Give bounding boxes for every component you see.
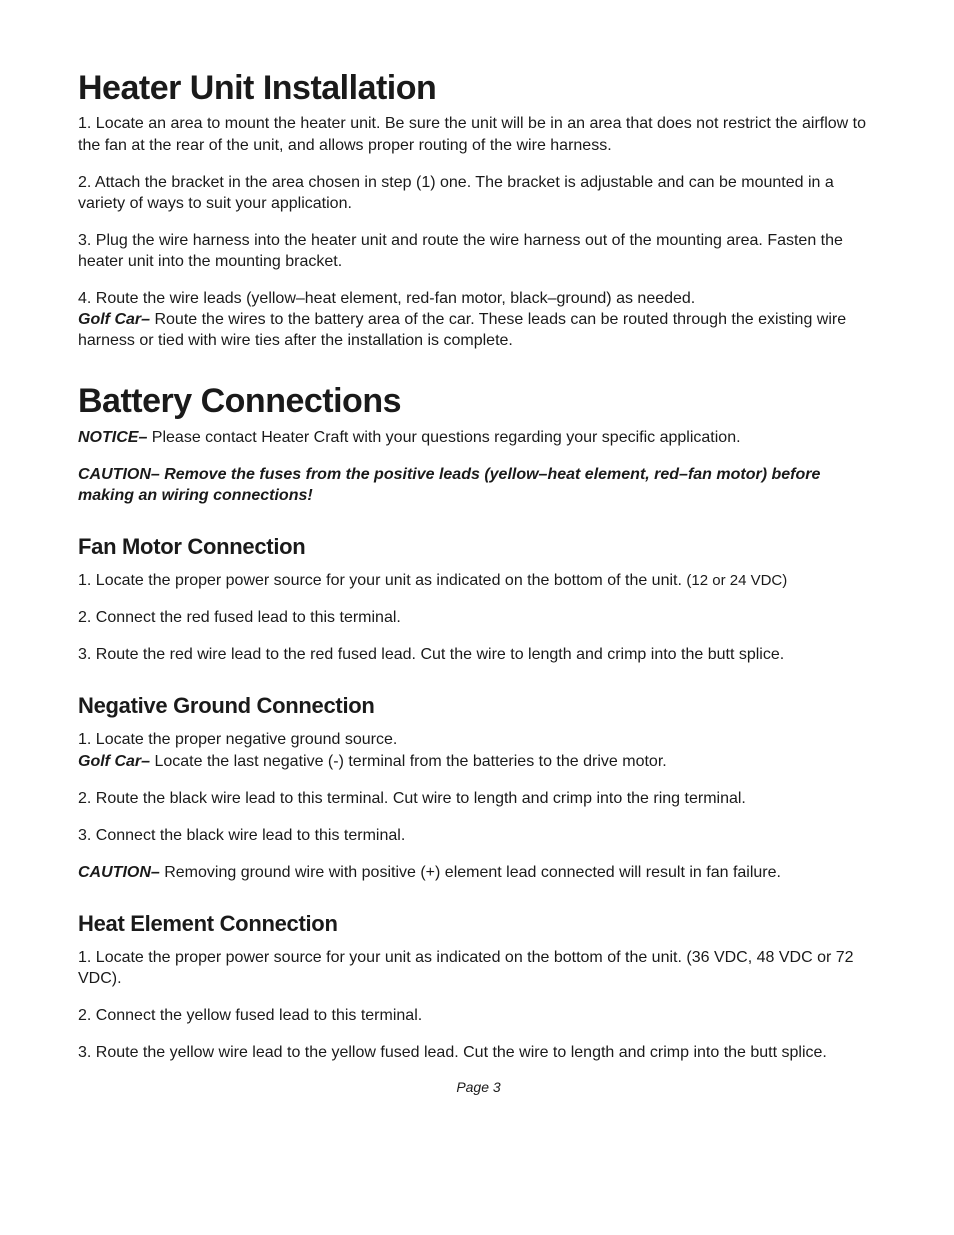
neg-step-3: 3. Connect the black wire lead to this t…	[78, 825, 879, 846]
heat-step-2: 2. Connect the yellow fused lead to this…	[78, 1005, 879, 1026]
neg-golf-car-label: Golf Car–	[78, 753, 150, 770]
neg-caution: CAUTION– Removing ground wire with posit…	[78, 862, 879, 883]
heater-step-4: 4. Route the wire leads (yellow–heat ele…	[78, 288, 879, 351]
neg-caution-label: CAUTION–	[78, 864, 160, 881]
section-title-heater: Heater Unit Installation	[78, 70, 879, 107]
fan-step-1-voltage: (12 or 24 VDC)	[686, 572, 787, 589]
section-title-battery: Battery Connections	[78, 383, 879, 420]
notice-text: Please contact Heater Craft with your qu…	[147, 429, 740, 446]
fan-step-1-text: 1. Locate the proper power source for yo…	[78, 572, 686, 589]
golf-car-label: Golf Car–	[78, 311, 150, 328]
battery-notice: NOTICE– Please contact Heater Craft with…	[78, 427, 879, 448]
battery-caution: CAUTION– Remove the fuses from the posit…	[78, 464, 879, 506]
fan-step-2: 2. Connect the red fused lead to this te…	[78, 607, 879, 628]
neg-golf-car-text: Locate the last negative (-) terminal fr…	[150, 753, 667, 770]
neg-caution-text: Removing ground wire with positive (+) e…	[160, 864, 781, 881]
fan-step-1: 1. Locate the proper power source for yo…	[78, 570, 879, 591]
subsection-heat-element: Heat Element Connection	[78, 911, 879, 937]
notice-label: NOTICE–	[78, 429, 147, 446]
subsection-fan-motor: Fan Motor Connection	[78, 534, 879, 560]
subsection-negative-ground: Negative Ground Connection	[78, 693, 879, 719]
heater-step-3: 3. Plug the wire harness into the heater…	[78, 230, 879, 272]
golf-car-text: Route the wires to the battery area of t…	[78, 311, 846, 349]
heater-step-1: 1. Locate an area to mount the heater un…	[78, 113, 879, 155]
fan-step-3: 3. Route the red wire lead to the red fu…	[78, 644, 879, 665]
neg-step-1-text: 1. Locate the proper negative ground sou…	[78, 731, 397, 748]
neg-step-1: 1. Locate the proper negative ground sou…	[78, 729, 879, 771]
page-footer: Page 3	[78, 1079, 879, 1095]
neg-step-2: 2. Route the black wire lead to this ter…	[78, 788, 879, 809]
heater-step-2: 2. Attach the bracket in the area chosen…	[78, 172, 879, 214]
heat-step-3: 3. Route the yellow wire lead to the yel…	[78, 1042, 879, 1063]
heat-step-1: 1. Locate the proper power source for yo…	[78, 947, 879, 989]
heater-step-4-line1: 4. Route the wire leads (yellow–heat ele…	[78, 290, 695, 307]
